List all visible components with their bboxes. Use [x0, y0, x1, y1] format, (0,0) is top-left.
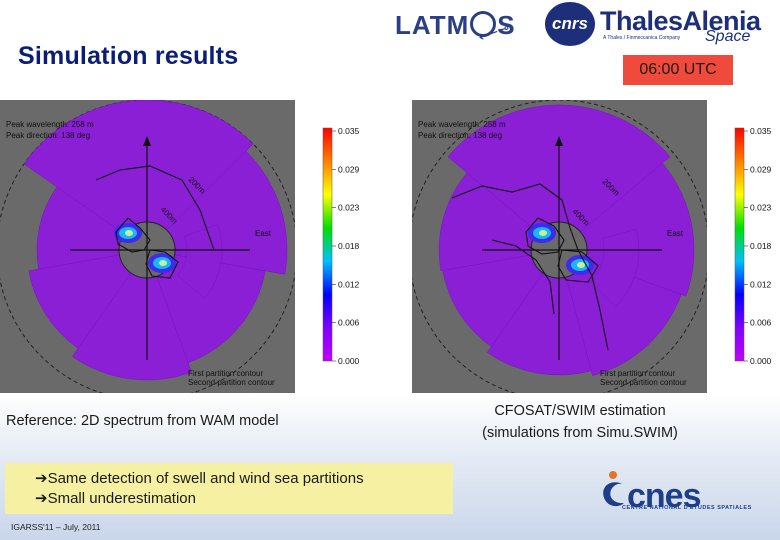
colorbar-tick-1: 0.035: [750, 126, 772, 136]
colorbar-tick-1: 0.035: [338, 126, 360, 136]
latmos-logo-text: LATM: [395, 10, 470, 40]
swim-caption: CFOSAT/SWIM estimation (simulations from…: [440, 400, 720, 444]
wam-colorbar: 0.035 0.029 0.023 0.018 0.012 0.006 0.000: [295, 100, 375, 393]
spectrum-peak-1: [114, 223, 142, 243]
conclusion-line-1: ➔Same detection of swell and wind sea pa…: [35, 470, 364, 487]
cnes-logo-text: cnes: [627, 477, 701, 515]
conclusion-line-2: ➔Small underestimation: [35, 490, 196, 507]
partition-contour-1: [115, 217, 151, 253]
partition-contour-3: [95, 165, 215, 251]
contour-legend-text-1: First partition contour: [188, 369, 263, 378]
colorbar-scale: [322, 127, 333, 362]
partition-contour-2: [145, 249, 179, 279]
peak-info-text-2: Peak direction: 138 deg: [6, 131, 90, 140]
wam-caption: Reference: 2D spectrum from WAM model: [6, 413, 279, 429]
contour-legend-text-1: First partition contour: [600, 369, 675, 378]
latmos-logo-tail: S: [497, 10, 516, 40]
colorbar-tick-7: 0.000: [750, 356, 772, 366]
thales-alenia-logo: ThalesAlenia: [600, 6, 761, 36]
spectrum-peak-1: [528, 223, 556, 243]
north-arrow: [143, 136, 151, 146]
east-label: East: [667, 229, 684, 238]
wam-spectrum-panel: Peak wavelength: 258 m Peak direction: 13…: [0, 100, 295, 393]
partition-contour-4: [491, 239, 555, 315]
colorbar-tick-4: 0.018: [750, 241, 772, 251]
partition-contour-1: [525, 217, 565, 255]
thales-subtitle: A Thales / Finmeccanica Company: [603, 35, 681, 41]
colorbar-tick-4: 0.018: [338, 241, 360, 251]
colorbar: 0.035 0.029 0.023 0.018 0.012 0.006 0.000: [734, 126, 772, 366]
latmos-logo: LATM S: [395, 10, 516, 41]
colorbar-tick-2: 0.029: [338, 164, 360, 174]
swim-colorbar: 0.035 0.029 0.023 0.018 0.012 0.006 0.000: [707, 100, 780, 393]
partition-contour-3: [451, 183, 609, 351]
cnrs-logo: cnrs: [545, 2, 595, 46]
colorbar-tick-3: 0.023: [338, 203, 360, 213]
slide-title: Simulation results: [18, 42, 239, 70]
conference-footer: IGARSS'11 – July, 2011: [11, 522, 101, 532]
contour-legend-text-2: Second partition contour: [188, 378, 275, 387]
thales-space-text: Space: [705, 28, 751, 45]
colorbar-tick-7: 0.000: [338, 356, 360, 366]
spectrum-plot: Peak wavelength: 258 m Peak direction: 13…: [412, 100, 707, 393]
colorbar: 0.035 0.029 0.023 0.018 0.012 0.006 0.000: [322, 126, 360, 366]
colorbar-tick-2: 0.029: [750, 164, 772, 174]
conclusions-box: ➔Same detection of swell and wind sea pa…: [5, 463, 453, 514]
latmos-orbit-icon: [470, 11, 497, 38]
contour-legend-text-2: Second partition contour: [600, 378, 687, 387]
colorbar-tick-5: 0.012: [750, 279, 772, 289]
colorbar-scale: [734, 127, 745, 362]
spectrum-plot: Peak wavelength: 258 m Peak direction: 13…: [0, 100, 295, 393]
spectrum-peak-2: [566, 255, 594, 275]
partition-contour-2: [557, 249, 599, 283]
colorbar-tick-5: 0.012: [338, 279, 360, 289]
peak-info-text-1: Peak wavelength: 258 m: [418, 120, 506, 129]
spectrum-sector-7: [177, 224, 223, 299]
swim-caption-line-1: CFOSAT/SWIM estimation: [494, 403, 666, 419]
spectrum-peak-2: [148, 253, 176, 273]
peak-info-text-2: Peak direction: 138 deg: [418, 131, 502, 140]
colorbar-tick-3: 0.023: [750, 203, 772, 213]
colorbar-tick-6: 0.006: [338, 318, 360, 328]
cnes-swirl-icon: [603, 471, 624, 507]
east-label: East: [255, 229, 272, 238]
cnes-subtitle: CENTRE NATIONAL D'ÉTUDES SPATIALES: [622, 505, 752, 511]
swim-caption-line-2: (simulations from Simu.SWIM): [482, 425, 678, 441]
peak-info-text-1: Peak wavelength: 258 m: [6, 120, 94, 129]
time-badge: 06:00 UTC: [623, 55, 733, 85]
spectrum-sector-7: [590, 228, 640, 307]
north-arrow: [555, 136, 563, 146]
swim-spectrum-panel: Peak wavelength: 258 m Peak direction: 13…: [412, 100, 707, 393]
colorbar-tick-6: 0.006: [750, 318, 772, 328]
